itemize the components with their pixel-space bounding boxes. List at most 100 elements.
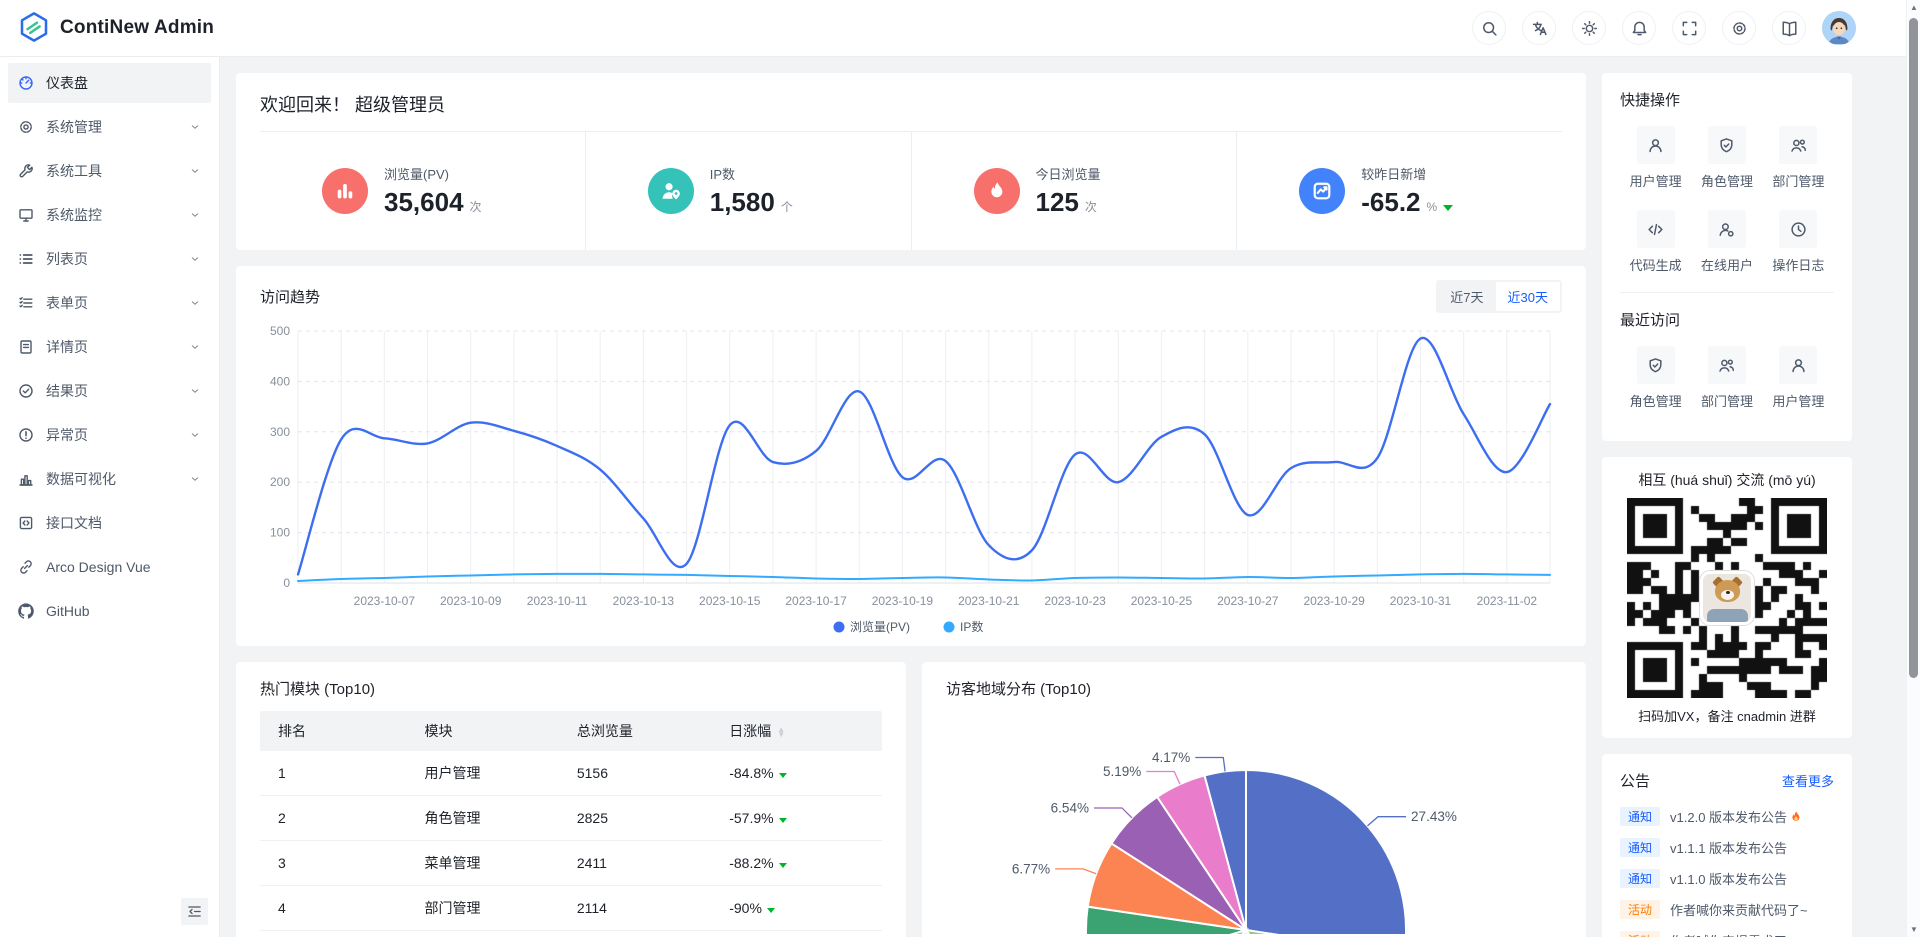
bar-chart-icon — [19, 475, 33, 486]
settings-button[interactable] — [1722, 11, 1756, 45]
recent-visit-dept-management[interactable]: 部门管理 — [1691, 346, 1762, 410]
cell-module: 角色管理 — [424, 810, 481, 826]
flame-emoji-icon — [1792, 810, 1800, 821]
shortcut-label: 角色管理 — [1629, 394, 1682, 409]
legend-item-浏览量(PV)[interactable]: 浏览量(PV) — [833, 619, 911, 634]
language-button[interactable] — [1522, 11, 1556, 45]
quick-action-online-users[interactable]: 在线用户 — [1691, 210, 1762, 274]
page-scrollbar[interactable]: ▲ ▼ — [1906, 0, 1920, 937]
sidebar-item-system-tools[interactable]: 系统工具 — [8, 151, 211, 191]
scroll-down-arrow[interactable]: ▼ — [1910, 925, 1918, 934]
user-avatar[interactable] — [1822, 11, 1856, 45]
stat-unit: % — [1426, 200, 1438, 214]
pie-slice[interactable] — [1245, 768, 1407, 937]
sidebar-item-system-management[interactable]: 系统管理 — [8, 107, 211, 147]
scroll-up-arrow[interactable]: ▲ — [1910, 3, 1918, 12]
announcement-item[interactable]: 通知 v1.1.1 版本发布公告 — [1620, 832, 1834, 863]
sidebar-item-system-monitor[interactable]: 系统监控 — [8, 195, 211, 235]
range-option-近30天[interactable]: 近30天 — [1495, 282, 1560, 311]
stats-row: 浏览量(PV) 35,604 次 IP数 1,580 个 今日浏览量 125 次 较昨… — [260, 132, 1562, 250]
sort-icon[interactable]: ▲ ▼ — [777, 725, 786, 740]
legend-item-IP数[interactable]: IP数 — [943, 619, 984, 634]
app-logo[interactable]: ContiNew Admin — [18, 11, 214, 46]
table-row[interactable]: 1 用户管理 5156 -84.8% — [260, 751, 882, 796]
pie-label: 6.54% — [1051, 800, 1089, 815]
sidebar-item-github[interactable]: GitHub — [8, 591, 211, 631]
history-icon — [1791, 221, 1806, 237]
users-icon — [1719, 358, 1735, 372]
svg-text:2023-10-27: 2023-10-27 — [1217, 594, 1279, 608]
sidebar-collapse-button[interactable] — [181, 898, 208, 925]
view-more-link[interactable]: 查看更多 — [1781, 774, 1834, 789]
sidebar-item-label: 仪表盘 — [46, 75, 88, 91]
announcement-item[interactable]: 通知 v1.2.0 版本发布公告 — [1620, 801, 1834, 832]
chevron-down-icon — [191, 301, 199, 305]
sun-icon — [1581, 20, 1597, 36]
sidebar-item-dashboard[interactable]: 仪表盘 — [8, 63, 211, 103]
sidebar-item-arco-design-vue[interactable]: Arco Design Vue — [8, 547, 211, 587]
sidebar-item-label: 接口文档 — [46, 515, 102, 531]
chevron-down-icon — [191, 389, 199, 393]
bell-icon — [1632, 21, 1646, 35]
svg-text:200: 200 — [270, 475, 290, 489]
quick-action-code-generation[interactable]: 代码生成 — [1620, 210, 1691, 274]
table-header: 排名 模块 总浏览量 日涨幅 ▲ ▼ — [260, 711, 882, 751]
sidebar-item-data-visualization[interactable]: 数据可视化 — [8, 459, 211, 499]
pie-slice[interactable] — [1203, 768, 1247, 931]
stat-icon-circle — [322, 168, 368, 214]
sidebar-item-form-page[interactable]: 表单页 — [8, 283, 211, 323]
recent-visits-grid: 角色管理 部门管理 用户管理 — [1620, 346, 1834, 410]
quick-action-dept-management[interactable]: 部门管理 — [1763, 126, 1834, 190]
announcement-item[interactable]: 活动 作者喊你来提需求了 — [1620, 925, 1834, 937]
sidebar-item-list-page[interactable]: 列表页 — [8, 239, 211, 279]
fullscreen-button[interactable] — [1672, 11, 1706, 45]
stat-label: 较昨日新增 — [1361, 167, 1427, 182]
quick-action-role-management[interactable]: 角色管理 — [1691, 126, 1762, 190]
cell-rank: 1 — [278, 765, 286, 781]
table-row[interactable]: 4 部门管理 2114 -90% — [260, 886, 882, 931]
sidebar-item-label: 数据可视化 — [46, 471, 116, 487]
announcement-tag: 活动 — [1620, 931, 1661, 937]
table-row[interactable]: 3 菜单管理 2411 -88.2% — [260, 841, 882, 886]
caret-down-icon — [778, 863, 787, 868]
trend-line-chart: 0 100 200 300 400 500 2023-10-07 2023-10-09 2023… — [270, 324, 1552, 634]
announcement-item[interactable]: 通知 v1.1.0 版本发布公告 — [1620, 863, 1834, 894]
scrollbar-thumb[interactable] — [1909, 18, 1918, 678]
dashboard-icon — [19, 76, 33, 90]
recent-visit-user-management[interactable]: 用户管理 — [1763, 346, 1834, 410]
theme-button[interactable] — [1572, 11, 1606, 45]
notifications-button[interactable] — [1622, 11, 1656, 45]
announcement-text: 作者喊你来提需求了 — [1670, 931, 1787, 937]
recent-visit-role-management[interactable]: 角色管理 — [1620, 346, 1691, 410]
cell-rank: 3 — [278, 855, 286, 871]
docs-button[interactable] — [1772, 11, 1806, 45]
quick-action-user-management[interactable]: 用户管理 — [1620, 126, 1691, 190]
quick-action-operation-logs[interactable]: 操作日志 — [1763, 210, 1834, 274]
sidebar-item-api-docs[interactable]: 接口文档 — [8, 503, 211, 543]
search-button[interactable] — [1472, 11, 1506, 45]
flame-fill-icon — [990, 182, 1002, 198]
column-日涨幅[interactable]: 日涨幅 ▲ ▼ — [729, 723, 786, 740]
shield-check-icon — [1649, 357, 1662, 372]
svg-text:100: 100 — [270, 526, 290, 540]
announcement-tag: 通知 — [1620, 807, 1661, 826]
sidebar-item-label: 系统工具 — [46, 163, 102, 179]
pie-label: 4.17% — [1152, 750, 1190, 765]
caret-down-icon — [766, 908, 775, 913]
sidebar-item-exception-page[interactable]: 异常页 — [8, 415, 211, 455]
hot-modules-table: 排名 模块 总浏览量 日涨幅 ▲ ▼ 1 用户管理 5156 -84.8% 2 角色管理 … — [260, 711, 882, 931]
stat-value: 125 — [1035, 187, 1079, 217]
announcement-item[interactable]: 活动 作者喊你来贡献代码了~ — [1620, 894, 1834, 925]
caret-down-icon — [1443, 205, 1454, 211]
sidebar-item-result-page[interactable]: 结果页 — [8, 371, 211, 411]
stat-icon-circle — [647, 168, 694, 214]
cell-rank: 2 — [278, 810, 286, 826]
svg-text:400: 400 — [270, 374, 290, 388]
table-row[interactable]: 2 角色管理 2825 -57.9% — [260, 796, 882, 841]
svg-text:0: 0 — [283, 576, 290, 590]
svg-text:2023-11-02: 2023-11-02 — [1477, 594, 1538, 608]
range-option-近7天[interactable]: 近7天 — [1450, 290, 1484, 305]
sidebar-item-detail-page[interactable]: 详情页 — [8, 327, 211, 367]
user-pin-icon — [662, 183, 680, 200]
